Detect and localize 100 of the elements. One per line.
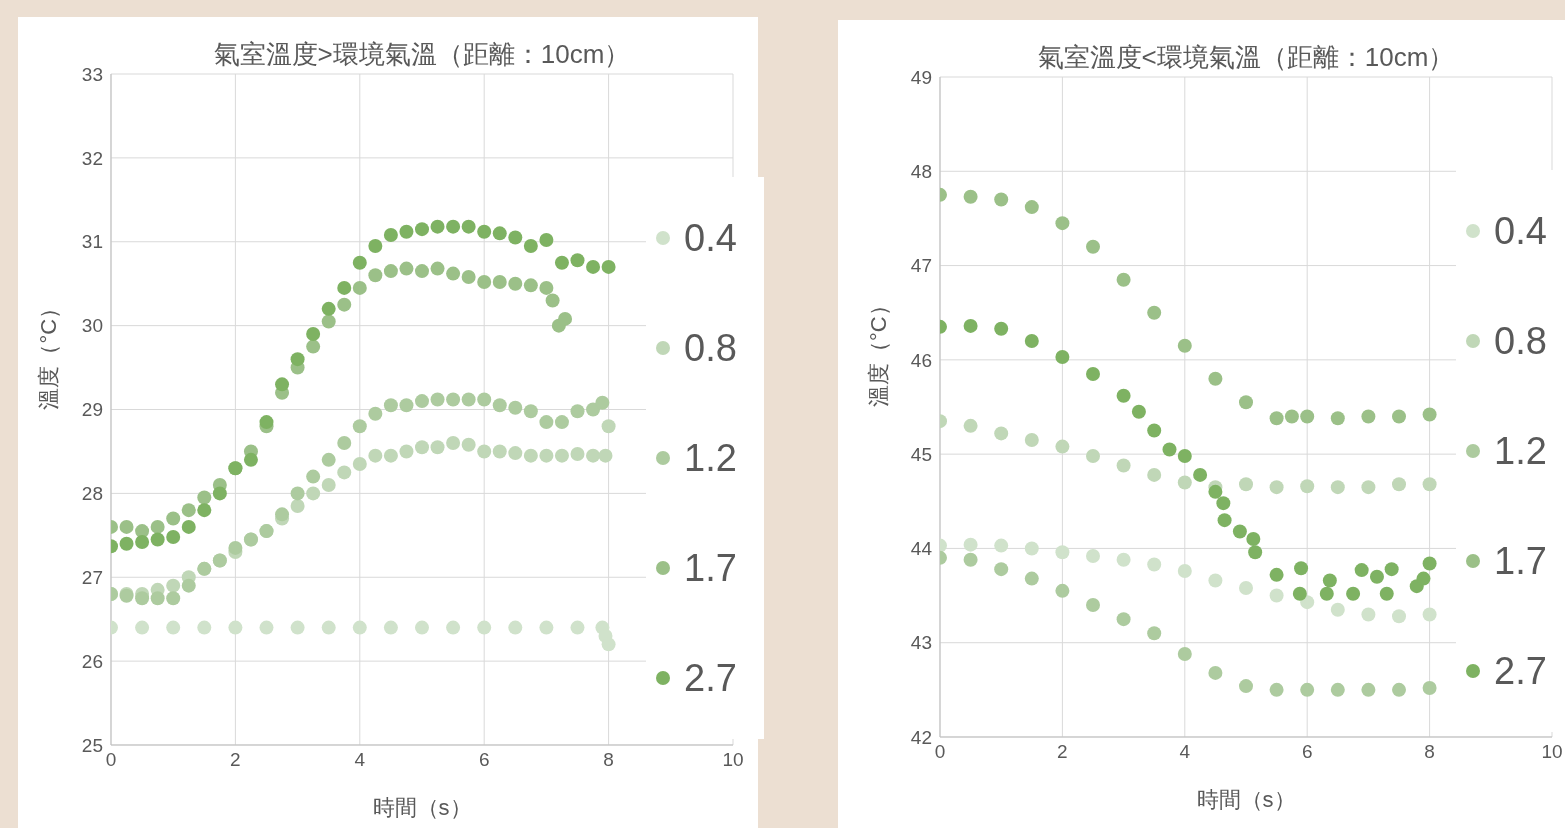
point — [1024, 571, 1039, 586]
point — [1422, 477, 1437, 492]
point — [352, 255, 367, 270]
point — [352, 620, 367, 635]
point — [586, 448, 601, 463]
point — [181, 503, 196, 518]
point — [1422, 407, 1437, 422]
point — [275, 507, 290, 522]
legend-label: 0.8 — [684, 326, 737, 370]
point — [1269, 411, 1284, 426]
point — [321, 477, 336, 492]
point — [1147, 423, 1162, 438]
point — [570, 446, 585, 461]
point — [1269, 682, 1284, 697]
point — [446, 392, 461, 407]
point — [539, 620, 554, 635]
point — [963, 318, 978, 333]
x-tick-label: 2 — [230, 749, 241, 771]
point — [492, 275, 507, 290]
point — [1116, 458, 1131, 473]
chart-title: 氣室溫度<環境氣溫（距離：10cm） — [1036, 41, 1456, 74]
point — [601, 637, 616, 652]
point — [477, 275, 492, 290]
point — [963, 537, 978, 552]
point — [523, 278, 538, 293]
point — [1086, 548, 1100, 563]
point — [1177, 647, 1192, 662]
y-tick-label: 26 — [81, 650, 103, 672]
y-tick-label: 25 — [81, 734, 103, 756]
point — [166, 511, 181, 526]
point — [337, 436, 352, 451]
point — [963, 552, 978, 567]
point — [539, 415, 554, 430]
point — [430, 392, 445, 407]
point — [337, 297, 352, 312]
point — [508, 446, 523, 461]
y-tick-label: 30 — [81, 315, 103, 337]
point — [554, 255, 569, 270]
point — [477, 444, 492, 459]
point — [430, 219, 445, 234]
point — [150, 519, 165, 534]
point — [994, 538, 1009, 553]
point — [1208, 573, 1223, 588]
point — [1177, 564, 1192, 579]
point — [1086, 239, 1100, 254]
point — [523, 448, 538, 463]
point — [446, 620, 461, 635]
x-tick-label: 4 — [354, 749, 366, 771]
point — [1330, 411, 1345, 426]
point — [1116, 272, 1131, 287]
point — [461, 219, 476, 234]
point — [166, 529, 181, 544]
point — [1269, 588, 1284, 603]
point — [1024, 433, 1039, 447]
y-tick-label: 42 — [910, 726, 932, 748]
y-tick-label: 49 — [910, 66, 932, 88]
point — [539, 280, 554, 295]
point — [1292, 586, 1307, 601]
point — [994, 321, 1009, 336]
point — [1379, 586, 1394, 601]
point — [508, 230, 523, 245]
point — [1024, 200, 1039, 215]
point — [1055, 545, 1070, 560]
point — [994, 562, 1009, 577]
point — [1055, 350, 1070, 365]
point — [212, 486, 227, 501]
point — [368, 268, 383, 283]
point — [352, 457, 367, 472]
point — [523, 238, 538, 253]
point — [1208, 484, 1223, 499]
point — [570, 253, 585, 268]
point — [1177, 338, 1192, 353]
point — [290, 498, 305, 513]
point — [228, 540, 243, 555]
point — [1369, 569, 1384, 584]
point — [601, 259, 616, 274]
y-tick-label: 46 — [910, 349, 932, 371]
point — [1330, 682, 1345, 697]
point — [430, 261, 445, 276]
point — [415, 222, 429, 237]
point — [586, 402, 601, 417]
point — [290, 486, 305, 501]
point — [150, 532, 165, 547]
y-axis-title: 溫度（°C） — [865, 294, 891, 407]
point — [119, 519, 134, 534]
point — [368, 238, 383, 253]
point — [570, 404, 585, 419]
point — [1361, 409, 1376, 424]
point — [1116, 388, 1131, 403]
point — [1422, 556, 1437, 571]
legend-label: 2.7 — [1494, 649, 1547, 693]
legend-label: 1.7 — [684, 546, 737, 590]
point — [1319, 586, 1334, 601]
y-axis-title: 溫度（°C） — [35, 296, 61, 410]
point — [197, 503, 212, 518]
point — [1024, 541, 1039, 556]
point — [1239, 679, 1253, 694]
point — [135, 591, 150, 606]
point — [1239, 581, 1253, 596]
point — [306, 327, 321, 342]
